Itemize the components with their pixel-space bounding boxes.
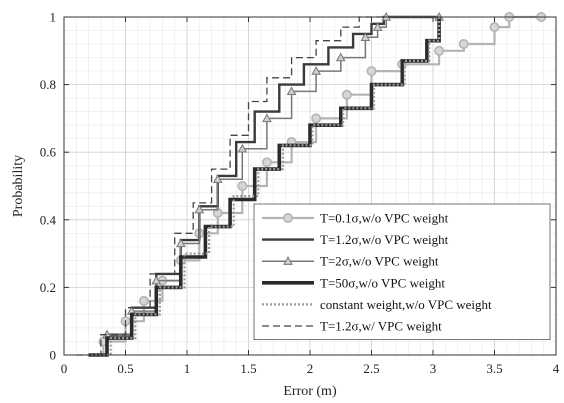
data-point-marker	[366, 66, 377, 77]
y-tick-label: 0.8	[40, 77, 56, 92]
data-point-marker	[372, 22, 383, 31]
legend-entry: T=1.2σ,w/ VPC weight	[262, 319, 442, 334]
series-5	[91, 17, 441, 357]
legend: T=0.1σ,w/o VPC weight T=1.2σ,w/o VPC weig…	[253, 203, 551, 341]
y-tick-label: 0.2	[40, 280, 56, 295]
data-point-marker	[335, 52, 346, 62]
data-point-marker	[194, 204, 205, 214]
legend-label: T=1.2σ,w/o VPC weight	[320, 232, 449, 247]
data-point-marker	[261, 157, 272, 168]
data-point-marker	[434, 45, 445, 56]
series-line	[91, 17, 441, 357]
y-tick-label: 1	[50, 10, 57, 25]
series-layer	[76, 11, 547, 357]
y-axis-label: Probability	[11, 155, 26, 217]
legend-entry: T=1.2σ,w/o VPC weight	[262, 232, 449, 247]
data-point-marker	[311, 113, 322, 124]
data-point-marker	[311, 66, 321, 75]
data-point-marker	[360, 32, 371, 41]
series-6	[76, 16, 384, 356]
x-tick-label: 3	[430, 361, 437, 376]
data-point-marker	[283, 256, 293, 265]
axis-ticks	[63, 16, 557, 356]
legend-entry: T=0.1σ,w/o VPC weight	[262, 211, 449, 226]
tick-labels: 0 0.5 1 1.5 2 2.5 3 3.5 4 0 0.2 0.4 0.6 0.8 1	[40, 10, 560, 377]
y-tick-label: 0.6	[40, 145, 57, 160]
legend-label: constant weight,w/o VPC weight	[320, 297, 492, 312]
x-tick-label: 2	[307, 361, 314, 376]
x-axis-label: Error (m)	[283, 384, 337, 399]
legend-entry: constant weight,w/o VPC weight	[262, 297, 492, 312]
legend-label: T=50σ,w/o VPC weight	[320, 275, 445, 290]
legend-box	[253, 203, 551, 341]
data-point-marker	[286, 86, 297, 96]
x-tick-label: 0	[61, 361, 68, 376]
x-tick-label: 1	[184, 361, 191, 376]
x-tick-label: 2.5	[363, 361, 379, 376]
x-tick-label: 4	[553, 361, 560, 376]
y-tick-label: 0.4	[40, 212, 57, 227]
series-line	[88, 15, 440, 357]
data-point-marker	[138, 295, 149, 306]
data-point-marker	[176, 238, 186, 248]
data-point-marker	[262, 113, 272, 123]
legend-entry: T=50σ,w/o VPC weight	[262, 275, 445, 290]
x-tick-label: 1.5	[240, 361, 256, 376]
data-point-marker	[212, 174, 223, 183]
y-tick-label: 0	[50, 348, 57, 363]
data-point-marker	[458, 39, 469, 50]
legend-entry: T=2σ,w/o VPC weight	[262, 254, 439, 269]
data-point-marker	[151, 275, 162, 285]
data-point-marker	[237, 181, 248, 192]
data-point-marker	[282, 213, 293, 224]
data-point-marker	[489, 22, 500, 33]
data-point-marker	[341, 89, 352, 100]
legend-label: T=2σ,w/o VPC weight	[320, 254, 439, 269]
legend-label: T=0.1σ,w/o VPC weight	[320, 211, 449, 226]
series-line	[76, 16, 384, 356]
legend-label: T=1.2σ,w/ VPC weight	[320, 319, 442, 334]
series-2	[88, 15, 440, 357]
x-tick-label: 3.5	[486, 361, 502, 376]
x-tick-label: 0.5	[117, 361, 133, 376]
data-point-marker	[237, 143, 248, 153]
series-3	[88, 11, 444, 356]
